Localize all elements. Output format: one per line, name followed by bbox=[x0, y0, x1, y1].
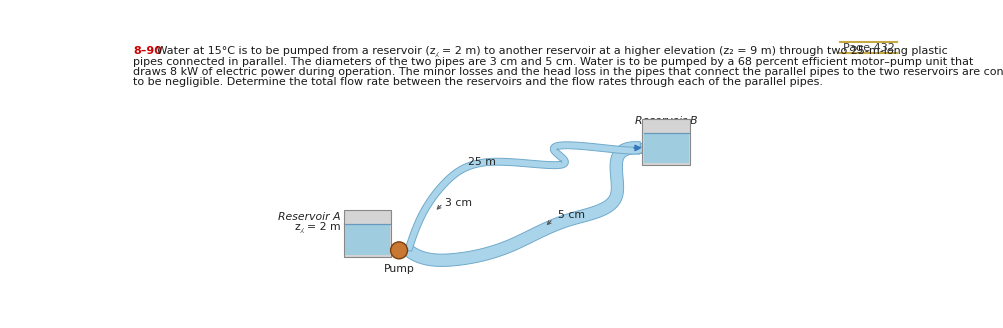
Text: Page 432: Page 432 bbox=[842, 43, 894, 53]
Text: 8–90: 8–90 bbox=[133, 46, 162, 56]
Text: Reservoir B: Reservoir B bbox=[634, 116, 697, 126]
Text: 3 cm: 3 cm bbox=[444, 198, 471, 208]
Text: Reservoir A: Reservoir A bbox=[278, 212, 340, 222]
Bar bbox=[642, 119, 689, 165]
Text: Pump: Pump bbox=[383, 264, 414, 274]
Polygon shape bbox=[404, 142, 640, 266]
Text: 25 m: 25 m bbox=[467, 157, 495, 167]
Text: pipes connected in parallel. The diameters of the two pipes are 3 cm and 5 cm. W: pipes connected in parallel. The diamete… bbox=[133, 57, 973, 67]
Polygon shape bbox=[640, 143, 646, 153]
Text: to be negligible. Determine the total flow rate between the reservoirs and the f: to be negligible. Determine the total fl… bbox=[133, 77, 822, 88]
Circle shape bbox=[390, 242, 407, 259]
Text: z₂ = 9 m: z₂ = 9 m bbox=[642, 127, 689, 137]
Text: z⁁ = 2 m: z⁁ = 2 m bbox=[295, 222, 340, 233]
Bar bbox=[643, 133, 688, 163]
Text: draws 8 kW of electric power during operation. The minor losses and the head los: draws 8 kW of electric power during oper… bbox=[133, 67, 1003, 77]
Bar bbox=[343, 210, 391, 256]
Polygon shape bbox=[404, 142, 643, 251]
Text: Water at 15°C is to be pumped from a reservoir (z⁁ = 2 m) to another reservoir a: Water at 15°C is to be pumped from a res… bbox=[152, 46, 947, 57]
Bar bbox=[345, 224, 389, 255]
Text: 5 cm: 5 cm bbox=[558, 210, 585, 220]
